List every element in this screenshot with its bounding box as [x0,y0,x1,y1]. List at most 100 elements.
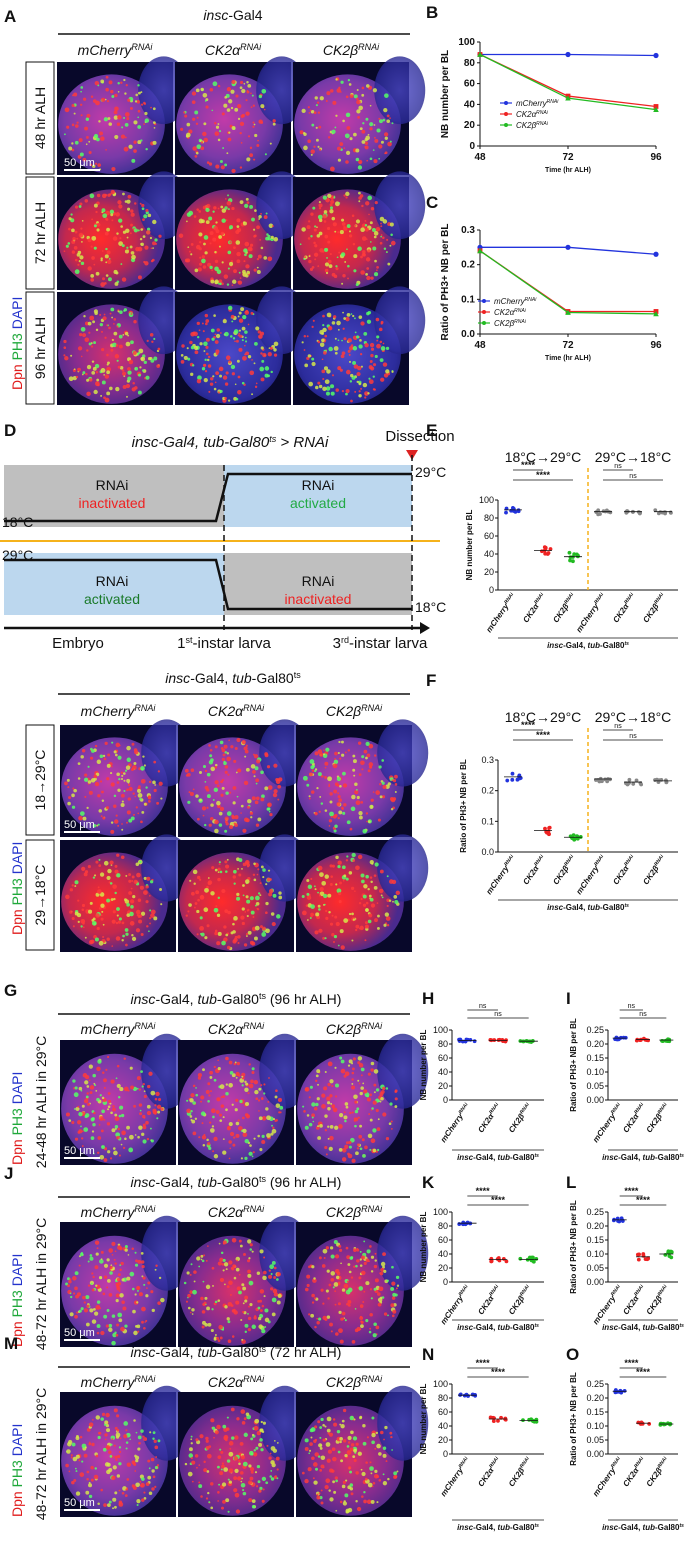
nucleus-dot [218,235,222,239]
nucleus-dot [141,207,145,211]
nucleus-dot [219,159,223,164]
nucleus-dot [224,860,228,864]
nucleus-dot [108,1323,113,1328]
nucleus-dot [373,1069,379,1074]
y-tick-label: 80 [484,513,494,523]
nucleus-dot [119,744,121,747]
nucleus-dot [236,251,241,257]
nucleus-dot [146,1137,150,1141]
nucleus-dot [250,1437,254,1441]
nucleus-dot [226,1285,230,1289]
data-point [529,1255,534,1260]
nucleus-dot [218,861,221,864]
nucleus-dot [64,356,69,361]
nucleus-dot [115,386,120,392]
nucleus-dot [136,1087,139,1090]
nucleus-dot [202,205,207,210]
nucleus-dot [313,1106,318,1111]
nucleus-dot [227,305,233,311]
nucleus-dot [246,90,250,94]
nucleus-dot [247,930,252,935]
title-text: -Gal4, [155,1344,197,1360]
nucleus-dot [269,1475,272,1478]
nucleus-dot [222,1424,227,1429]
nucleus-dot [247,1313,249,1315]
category-label: CK2βRNAi [507,1283,534,1316]
nucleus-dot [228,1082,233,1088]
nucleus-dot [272,792,278,798]
nucleus-dot [77,762,81,765]
nucleus-dot [102,1292,106,1296]
nucleus-dot [367,249,371,253]
nucleus-dot [207,1099,210,1103]
nucleus-dot [250,92,252,95]
nucleus-dot [337,792,340,795]
micrograph-m [178,1385,311,1517]
nucleus-dot [133,813,135,816]
nucleus-dot [223,744,228,749]
nucleus-dot [306,1283,310,1288]
nucleus-dot [103,1275,108,1279]
nucleus-dot [365,741,370,746]
nucleus-dot [379,888,384,894]
nucleus-dot [345,1141,349,1145]
data-point [504,506,509,511]
nucleus-dot [227,208,230,211]
nucleus-dot [242,1461,248,1467]
nucleus-dot [258,1116,263,1121]
nucleus-dot [205,1497,209,1500]
nucleus-dot [117,82,120,85]
nucleus-dot [213,787,219,793]
nucleus-dot [329,1246,334,1250]
nucleus-dot [339,1423,342,1426]
nucleus-dot [69,1312,74,1317]
nucleus-dot [266,877,271,882]
nucleus-dot [214,206,217,209]
nucleus-dot [242,315,247,320]
nucleus-dot [249,146,253,150]
nucleus-dot [152,241,156,246]
nucleus-dot [208,823,212,827]
nucleus-dot [325,99,328,102]
nucleus-dot [230,314,235,319]
x-tick-label: 96 [650,340,662,351]
nucleus-dot [200,1258,203,1261]
nucleus-dot [313,228,317,232]
footer-sup: ts [624,641,629,647]
nucleus-dot [120,225,123,228]
nucleus-dot [71,228,75,233]
nucleus-dot [308,1313,311,1316]
nucleus-dot [390,1120,393,1123]
stain-label: Dpn PH3 DAPI [9,297,25,390]
nucleus-dot [185,914,188,917]
nucleus-dot [262,876,265,879]
nucleus-dot [390,1128,393,1130]
nucleus-dot [394,1097,398,1101]
nucleus-dot [239,334,243,338]
data-point [653,52,659,59]
nucleus-dot [123,78,126,82]
nucleus-dot [231,126,236,130]
nucleus-dot [113,804,117,808]
title-sup: ts [259,991,267,1001]
nucleus-dot [202,764,207,769]
nucleus-dot [212,210,215,213]
nucleus-dot [244,330,248,334]
nucleus-dot [139,885,144,890]
nucleus-dot [318,384,323,389]
panel-letter-m: M [4,1334,18,1353]
nucleus-dot [125,84,128,87]
nucleus-dot [247,1327,252,1332]
row-label-box [25,839,55,951]
nucleus-dot [72,925,75,928]
nucleus-dot [341,1311,346,1316]
nucleus-dot [64,781,68,786]
nucleus-dot [368,762,374,767]
nucleus-dot [229,824,234,830]
nucleus-dot [244,241,250,247]
y-tick-label: 0.10 [586,1249,604,1259]
nucleus-dot [340,91,342,93]
nucleus-dot [338,810,343,815]
nucleus-dot [133,879,138,885]
